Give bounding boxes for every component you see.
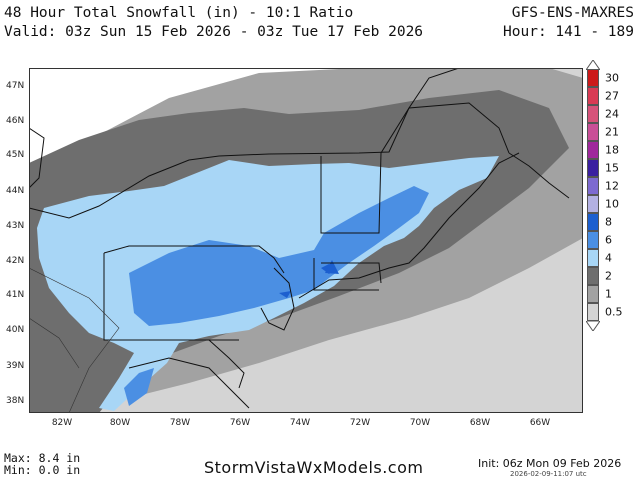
ny-pa-border [103,245,285,274]
nova-scotia [508,152,570,199]
snow-contour-6 [129,186,429,326]
lon-label: 72W [349,418,371,428]
county-lines-west [29,267,120,413]
init-time: Init: 06z Mon 09 Feb 2026 [478,457,622,470]
legend-label: 0.5 [605,305,623,319]
map-title: 48 Hour Total Snowfall (in) - 10:1 Ratio [4,5,354,21]
ma-ct-border [321,262,382,284]
lat-label: 42N [6,256,25,266]
legend-swatch [587,123,599,141]
legend-label: 4 [605,251,612,265]
legend-swatch [587,195,599,213]
map-canvas [29,68,583,413]
forecast-hours: Hour: 141 - 189 [503,24,634,40]
lat-label: 40N [6,325,25,335]
legend-swatch [587,105,599,123]
great-lakes [29,127,45,189]
lon-label: 74W [289,418,311,428]
legend-swatch [587,159,599,177]
legend-label: 30 [605,71,619,85]
county-lines-ohio [29,317,80,369]
legend-label: 8 [605,215,612,229]
lon-label: 76W [229,418,251,428]
lat-label: 41N [6,290,25,300]
snowfall-map [29,68,583,413]
legend-swatch [587,303,599,321]
ct-ri [313,258,379,291]
nj-border [260,267,295,331]
lat-label: 43N [6,221,25,231]
snow-contour-8b [325,260,339,274]
legend-label: 21 [605,125,619,139]
legend-swatch [587,285,599,303]
generated-timestamp: 2026-02-09-11:07 utc [510,470,587,478]
legend-label: 2 [605,269,612,283]
legend-swatch [587,267,599,285]
pa-west-border [103,253,154,341]
lon-label: 68W [469,418,491,428]
legend-swatch [587,249,599,267]
legend-label: 15 [605,161,619,175]
lat-label: 47N [6,81,25,91]
lat-label: 45N [6,150,25,160]
lon-label: 80W [109,418,131,428]
lat-label: 46N [6,116,25,126]
snow-contour-6b [124,368,154,406]
legend-swatch [587,231,599,249]
legend-label: 1 [605,287,612,301]
maine-border [380,102,510,154]
legend-swatch [587,69,599,87]
lat-label: 39N [6,361,25,371]
lat-label: 38N [6,396,25,406]
legend-swatch [587,141,599,159]
legend-bottom-arrow [586,321,600,331]
lat-label: 44N [6,186,25,196]
coastline [298,152,520,299]
legend-label: 10 [605,197,619,211]
legend-label: 18 [605,143,619,157]
vt-nh-border [320,152,382,234]
legend-swatch [587,87,599,105]
site-name: StormVistaWxModels.com [204,458,424,477]
snow-contour-8c [279,291,291,298]
canada-border [29,68,460,219]
de-md [208,339,245,389]
va-border [128,357,250,409]
min-value: Min: 0.0 in [4,463,81,477]
lon-label: 78W [169,418,191,428]
valid-period: Valid: 03z Sun 15 Feb 2026 - 03z Tue 17 … [4,24,424,40]
legend-swatch [587,177,599,195]
model-name: GFS-ENS-MAXRES [511,5,634,21]
lon-label: 70W [409,418,431,428]
legend-label: 27 [605,89,619,103]
lon-label: 66W [529,418,551,428]
legend-label: 24 [605,107,619,121]
legend-label: 12 [605,179,619,193]
legend-swatch [587,213,599,231]
max-value: Max: 8.4 in [4,451,81,465]
legend-top-arrow [586,60,600,70]
legend-label: 6 [605,233,612,247]
lon-label: 82W [51,418,73,428]
